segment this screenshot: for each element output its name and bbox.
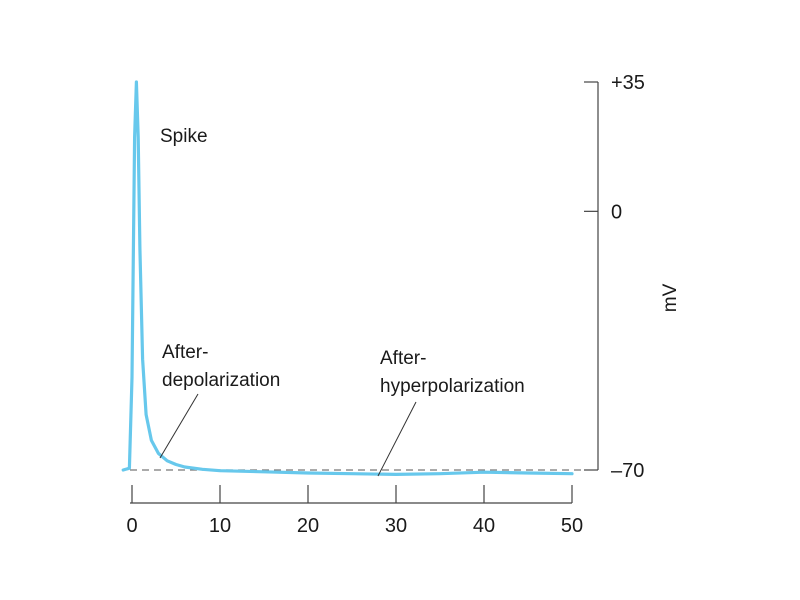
- annotation-afterdepolarization-line2: depolarization: [162, 370, 280, 391]
- y-axis-label: mV: [660, 283, 681, 312]
- y-tick-label: +35: [611, 72, 645, 94]
- annotation-afterhyperpolarization: After- hyperpolarization: [380, 348, 525, 397]
- afterhyperpolarization-pointer: [377, 401, 417, 477]
- annotation-afterhyperpolarization-line1: After-: [380, 348, 426, 369]
- x-ticks: 0 10 20 30 40 50: [126, 485, 583, 537]
- annotation-afterdepolarization: After- depolarization: [162, 342, 280, 391]
- y-ticks: +35 0 –70: [584, 72, 645, 482]
- x-tick-label: 30: [385, 515, 407, 537]
- x-tick-label: 50: [561, 515, 583, 537]
- series-layer: [121, 80, 574, 476]
- membrane-potential-line: [121, 80, 574, 476]
- afterdepolarization-pointer: [159, 393, 199, 459]
- annotation-spike: Spike: [160, 126, 208, 147]
- y-tick-label: –70: [611, 460, 644, 482]
- x-tick-label: 40: [473, 515, 495, 537]
- annotation-afterhyperpolarization-line2: hyperpolarization: [380, 376, 525, 397]
- x-tick-label: 20: [297, 515, 319, 537]
- x-tick-label: 10: [209, 515, 231, 537]
- y-tick-label: 0: [611, 201, 622, 223]
- x-tick-label: 0: [126, 515, 137, 537]
- annotation-afterdepolarization-line1: After-: [162, 342, 208, 363]
